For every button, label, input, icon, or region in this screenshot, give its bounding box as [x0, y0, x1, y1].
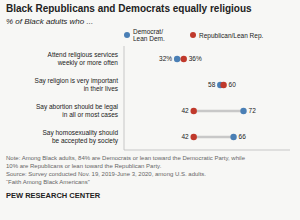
title: Black Republicans and Democrats equally … — [6, 3, 252, 14]
category-label: Say homosexuality shouldbe accepted by s… — [42, 129, 118, 145]
dot — [191, 108, 197, 114]
data-label: 42 — [181, 133, 189, 140]
note: “Faith Among Black Americans” — [6, 179, 90, 185]
footer: PEW RESEARCH CENTER — [6, 191, 101, 200]
dot — [220, 82, 226, 88]
legend-entry: Republican/Lean Rep. — [190, 32, 264, 40]
data-label: 32% — [159, 55, 172, 62]
category-label: Say abortion should be legalin all or mo… — [36, 103, 119, 118]
subtitle: % of Black adults who ... — [6, 17, 93, 26]
dot — [191, 134, 197, 140]
note: Source: Survey conducted Nov. 19, 2019-J… — [6, 171, 206, 177]
note: Note: Among Black adults, 84% are Democr… — [6, 155, 246, 161]
legend-entry: Democrat/Lean Dem. — [124, 28, 165, 42]
dot — [174, 56, 180, 62]
data-label: 42 — [181, 107, 189, 114]
axis-line — [124, 150, 290, 151]
text-line: in their lives — [84, 85, 119, 92]
text-line: Lean Dem. — [133, 35, 165, 42]
connector — [194, 110, 244, 113]
data-label: 58 — [208, 81, 216, 88]
chart: Black Republicans and Democrats equally … — [0, 0, 300, 220]
dot — [230, 134, 236, 140]
category-label: Say religion is very importantin their l… — [35, 77, 119, 92]
axis-line — [124, 46, 125, 150]
text-line: in all or most cases — [62, 111, 118, 118]
note: 10% are Republicans or lean toward the R… — [6, 163, 162, 169]
dot — [240, 108, 246, 114]
data-label: 72 — [249, 107, 257, 114]
dot — [181, 56, 187, 62]
connector — [194, 136, 234, 139]
legend-label: Democrat/Lean Dem. — [133, 28, 165, 42]
data-label: 66 — [239, 133, 247, 140]
text-line: Democrat/ — [133, 28, 163, 35]
legend-swatch — [190, 32, 196, 38]
plot-area — [174, 56, 247, 140]
text-line: Republican/Lean Rep. — [199, 32, 264, 40]
data-labels: 32% 36% 58 60 72 42 66 42 — [159, 55, 256, 140]
data-label: 36% — [189, 55, 202, 62]
legend-label: Republican/Lean Rep. — [199, 32, 264, 40]
category-label: Attend religious servicesweekly or more … — [48, 51, 119, 66]
text-line: weekly or more often — [57, 59, 119, 67]
legend-swatch — [124, 32, 130, 38]
data-label: 60 — [229, 81, 237, 88]
background — [0, 0, 300, 220]
text-line: be accepted by society — [52, 137, 119, 145]
